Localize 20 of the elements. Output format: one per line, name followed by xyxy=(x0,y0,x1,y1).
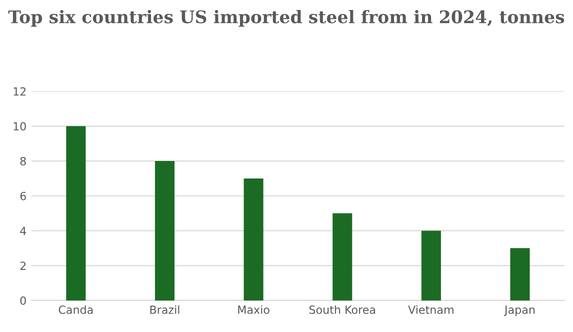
x-tick-label: Maxio xyxy=(238,305,270,314)
y-tick-label: 0 xyxy=(20,296,26,305)
bar xyxy=(154,161,175,300)
bar xyxy=(244,178,264,300)
x-tick-label: Vietnam xyxy=(408,305,454,314)
y-tick-label: 10 xyxy=(14,122,26,131)
y-tick-label: 4 xyxy=(20,226,26,235)
x-tick-label: Brazil xyxy=(150,305,180,314)
chart-title: Top six countries US imported steel from in 2024, tonnes xyxy=(8,10,564,27)
y-tick-label: 8 xyxy=(20,156,26,166)
x-tick-label: Canda xyxy=(58,305,93,314)
y-tick-label: 2 xyxy=(20,262,26,270)
x-tick-label: Japan xyxy=(504,306,535,316)
y-tick-label: 6 xyxy=(20,192,26,200)
bar xyxy=(66,126,86,300)
y-tick-label: 12 xyxy=(14,87,26,96)
bar xyxy=(332,213,352,300)
x-tick-label: South Korea xyxy=(309,305,376,314)
bar xyxy=(421,230,441,300)
bar xyxy=(510,248,530,300)
